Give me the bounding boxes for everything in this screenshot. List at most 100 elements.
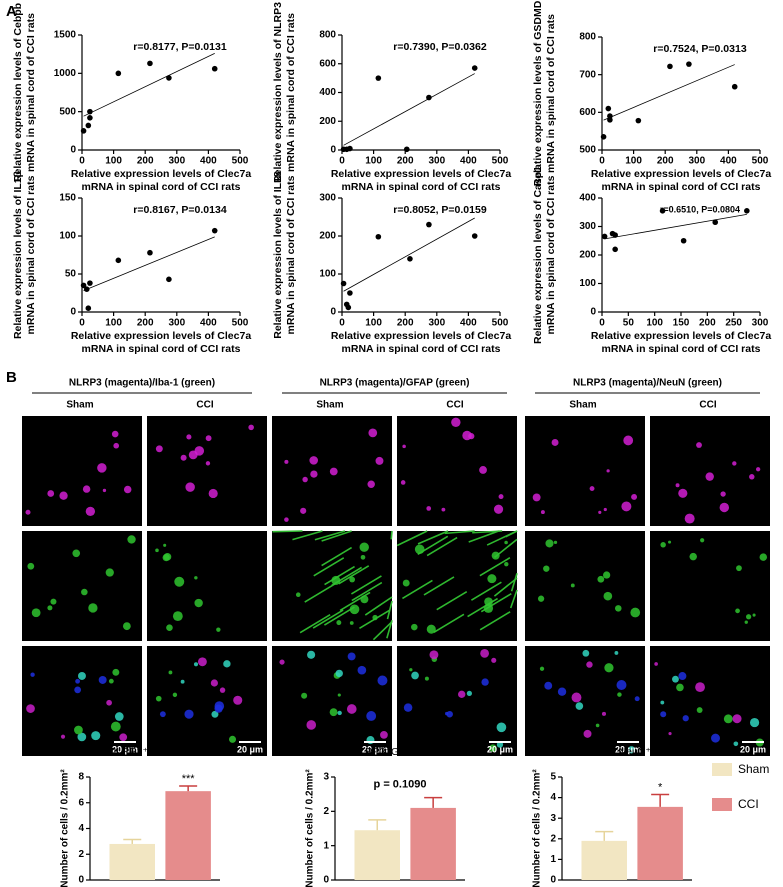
cell	[50, 598, 57, 605]
y-tick-label: 400	[319, 87, 336, 98]
cell	[498, 494, 504, 500]
y-tick-label: 1	[323, 840, 329, 851]
condition-label: CCI	[446, 400, 463, 411]
y-axis-label: Relative expression levels of IL1β	[12, 170, 24, 339]
point	[347, 290, 353, 296]
point	[166, 276, 172, 283]
x-axis-label: mRNA in spinal cord of CCI rats	[342, 181, 501, 193]
cell	[309, 456, 318, 465]
legend-label: Sham	[738, 762, 769, 776]
micrograph	[272, 530, 393, 641]
scale-bar-label: 20 μm	[615, 744, 641, 754]
fiber	[433, 613, 465, 633]
point	[407, 255, 413, 262]
cell	[102, 488, 107, 493]
fit-line	[343, 217, 475, 292]
y-tick-label: 600	[579, 107, 596, 118]
cell	[496, 722, 507, 733]
x-tick-label: 400	[460, 156, 477, 167]
annotation: r=0.6510, P=0.0804	[660, 204, 740, 214]
cell	[349, 621, 354, 625]
cell	[366, 711, 377, 721]
cell	[163, 543, 167, 547]
cell	[166, 624, 173, 631]
fiber	[272, 530, 303, 533]
x-tick-label: 100	[105, 318, 122, 329]
cell	[329, 708, 338, 717]
cell	[111, 430, 119, 438]
cell	[372, 614, 378, 621]
x-tick-label: 400	[200, 156, 217, 167]
cell	[98, 675, 107, 684]
micrograph	[525, 531, 645, 641]
fiber	[479, 557, 511, 577]
annotation: r=0.7524, P=0.0313	[653, 43, 747, 55]
cell	[208, 488, 218, 499]
micrograph	[22, 531, 142, 641]
point	[87, 280, 93, 286]
micrograph-bg	[147, 416, 267, 526]
micrograph-bg	[147, 646, 267, 756]
cell	[59, 491, 68, 500]
bar	[165, 791, 211, 880]
annotation: *	[658, 781, 663, 793]
x-tick-label: 200	[137, 156, 154, 167]
annotation: ***	[182, 773, 196, 785]
x-tick-label: 400	[720, 156, 737, 167]
y-tick-label: 800	[579, 32, 596, 43]
cell	[634, 696, 640, 702]
fiber	[390, 530, 393, 540]
cell	[174, 576, 185, 587]
x-tick-label: 300	[752, 318, 769, 329]
cell	[205, 435, 212, 442]
cell	[545, 539, 554, 548]
bar	[410, 807, 456, 880]
y-tick-label: 5	[550, 772, 556, 783]
cell	[660, 711, 667, 718]
cell	[426, 624, 436, 634]
point	[426, 221, 432, 228]
x-tick-label: 200	[699, 318, 716, 329]
fiber	[423, 576, 455, 596]
point	[605, 105, 612, 112]
y-tick-label: 200	[319, 231, 336, 242]
cell	[672, 675, 679, 683]
cell	[676, 683, 684, 692]
legend-swatch	[712, 798, 732, 811]
x-tick-label: 0	[79, 156, 85, 167]
micrograph	[272, 416, 392, 526]
cell	[31, 608, 41, 618]
x-tick-label: 0	[339, 318, 345, 329]
x-tick-label: 400	[460, 318, 477, 329]
cell	[496, 741, 504, 748]
x-tick-label: 200	[137, 318, 154, 329]
point	[166, 75, 172, 81]
condition-label: Sham	[66, 400, 93, 411]
cell	[409, 668, 413, 672]
micrograph-bg	[22, 531, 142, 641]
cell	[705, 472, 714, 481]
cell	[75, 678, 80, 684]
x-tick-label: 300	[428, 156, 445, 167]
fiber	[299, 613, 331, 634]
x-axis-label: Relative expression levels of Clec7a	[331, 330, 512, 342]
cell	[606, 469, 610, 473]
cell	[114, 712, 124, 721]
cell	[108, 678, 114, 684]
y-tick-label: 150	[59, 193, 76, 204]
cell	[429, 650, 439, 660]
condition-label: CCI	[196, 400, 213, 411]
micrograph	[147, 416, 267, 526]
cell	[336, 620, 342, 626]
cell	[570, 583, 575, 588]
cell	[172, 611, 183, 622]
point	[471, 233, 478, 239]
cell	[295, 592, 301, 598]
point	[686, 61, 692, 67]
cell	[47, 605, 53, 611]
cell	[668, 540, 672, 544]
point	[87, 108, 93, 115]
fiber	[351, 581, 383, 602]
cell	[155, 548, 159, 553]
fiber	[364, 596, 393, 616]
